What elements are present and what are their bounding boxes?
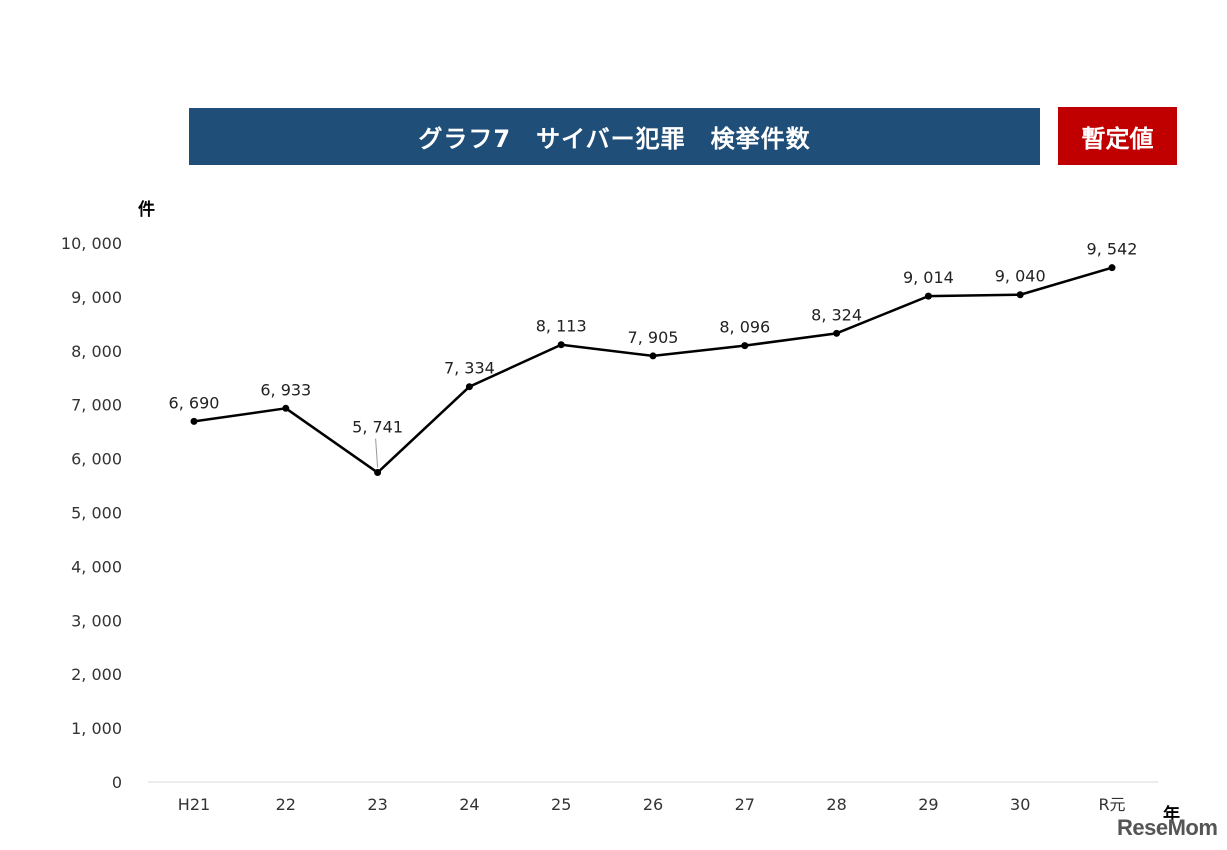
data-points [190,264,1116,477]
data-point [924,292,932,300]
chart-title: グラフ7 サイバー犯罪 検挙件数 [418,125,811,153]
data-point [1016,291,1024,299]
data-label: 8, 096 [719,318,770,337]
data-label: 6, 690 [169,393,220,412]
data-label: 8, 113 [536,317,587,336]
data-point [190,417,198,425]
data-label: 7, 334 [444,359,495,378]
provisional-badge-label: 暫定値 [1081,124,1154,153]
data-label: 9, 542 [1087,240,1138,259]
x-tick-label: 25 [551,795,571,814]
y-tick-label: 1, 000 [71,719,122,738]
data-point [1108,264,1116,272]
data-point [465,383,473,391]
y-tick-label: 9, 000 [71,288,122,307]
data-label: 7, 905 [628,328,679,347]
x-tick-label: 30 [1010,795,1030,814]
x-tick-labels: H21 22 23 24 25 26 27 28 29 30 R元 [178,795,1126,814]
y-tick-labels: 0 1, 000 2, 000 3, 000 4, 000 5, 000 6, 000 7, … [61,234,122,792]
y-tick-label: 0 [112,773,122,792]
data-label: 9, 040 [995,267,1046,286]
x-tick-label: R元 [1098,795,1125,814]
x-tick-label: 28 [826,795,846,814]
y-tick-label: 10, 000 [61,234,122,253]
x-tick-label: 22 [276,795,296,814]
x-tick-label: 24 [459,795,479,814]
provisional-badge: 暫定値 [1058,107,1177,165]
x-tick-label: 26 [643,795,663,814]
data-point [374,469,382,477]
y-tick-label: 6, 000 [71,450,122,469]
y-tick-label: 5, 000 [71,504,122,523]
y-tick-label: 2, 000 [71,665,122,684]
x-tick-label: 23 [367,795,387,814]
y-tick-label: 8, 000 [71,342,122,361]
series-line [193,266,1113,474]
data-label: 8, 324 [811,305,862,324]
y-axis-unit: 件 [138,200,155,220]
data-label: 5, 741 [352,418,403,437]
data-labels: 6, 690 6, 933 5, 741 7, 334 8, 113 7, 905 8, 0… [169,240,1138,468]
data-point [833,329,841,337]
data-point [282,404,290,412]
series-line-layer [193,266,1113,474]
resemom-watermark: ReseMom [1117,815,1218,840]
data-point [557,341,565,349]
data-label-leader [375,438,379,468]
x-axis-unit: 年 [1163,805,1180,825]
x-tick-label: 29 [918,795,938,814]
data-point [741,342,749,350]
data-point [649,352,657,360]
chart-title-bar: グラフ7 サイバー犯罪 検挙件数 [189,108,1040,165]
y-tick-label: 4, 000 [71,557,122,576]
y-tick-label: 7, 000 [71,396,122,415]
y-tick-label: 3, 000 [71,611,122,630]
data-label: 9, 014 [903,268,954,287]
x-tick-label: H21 [178,795,210,814]
x-tick-label: 27 [735,795,755,814]
data-label: 6, 933 [260,380,311,399]
